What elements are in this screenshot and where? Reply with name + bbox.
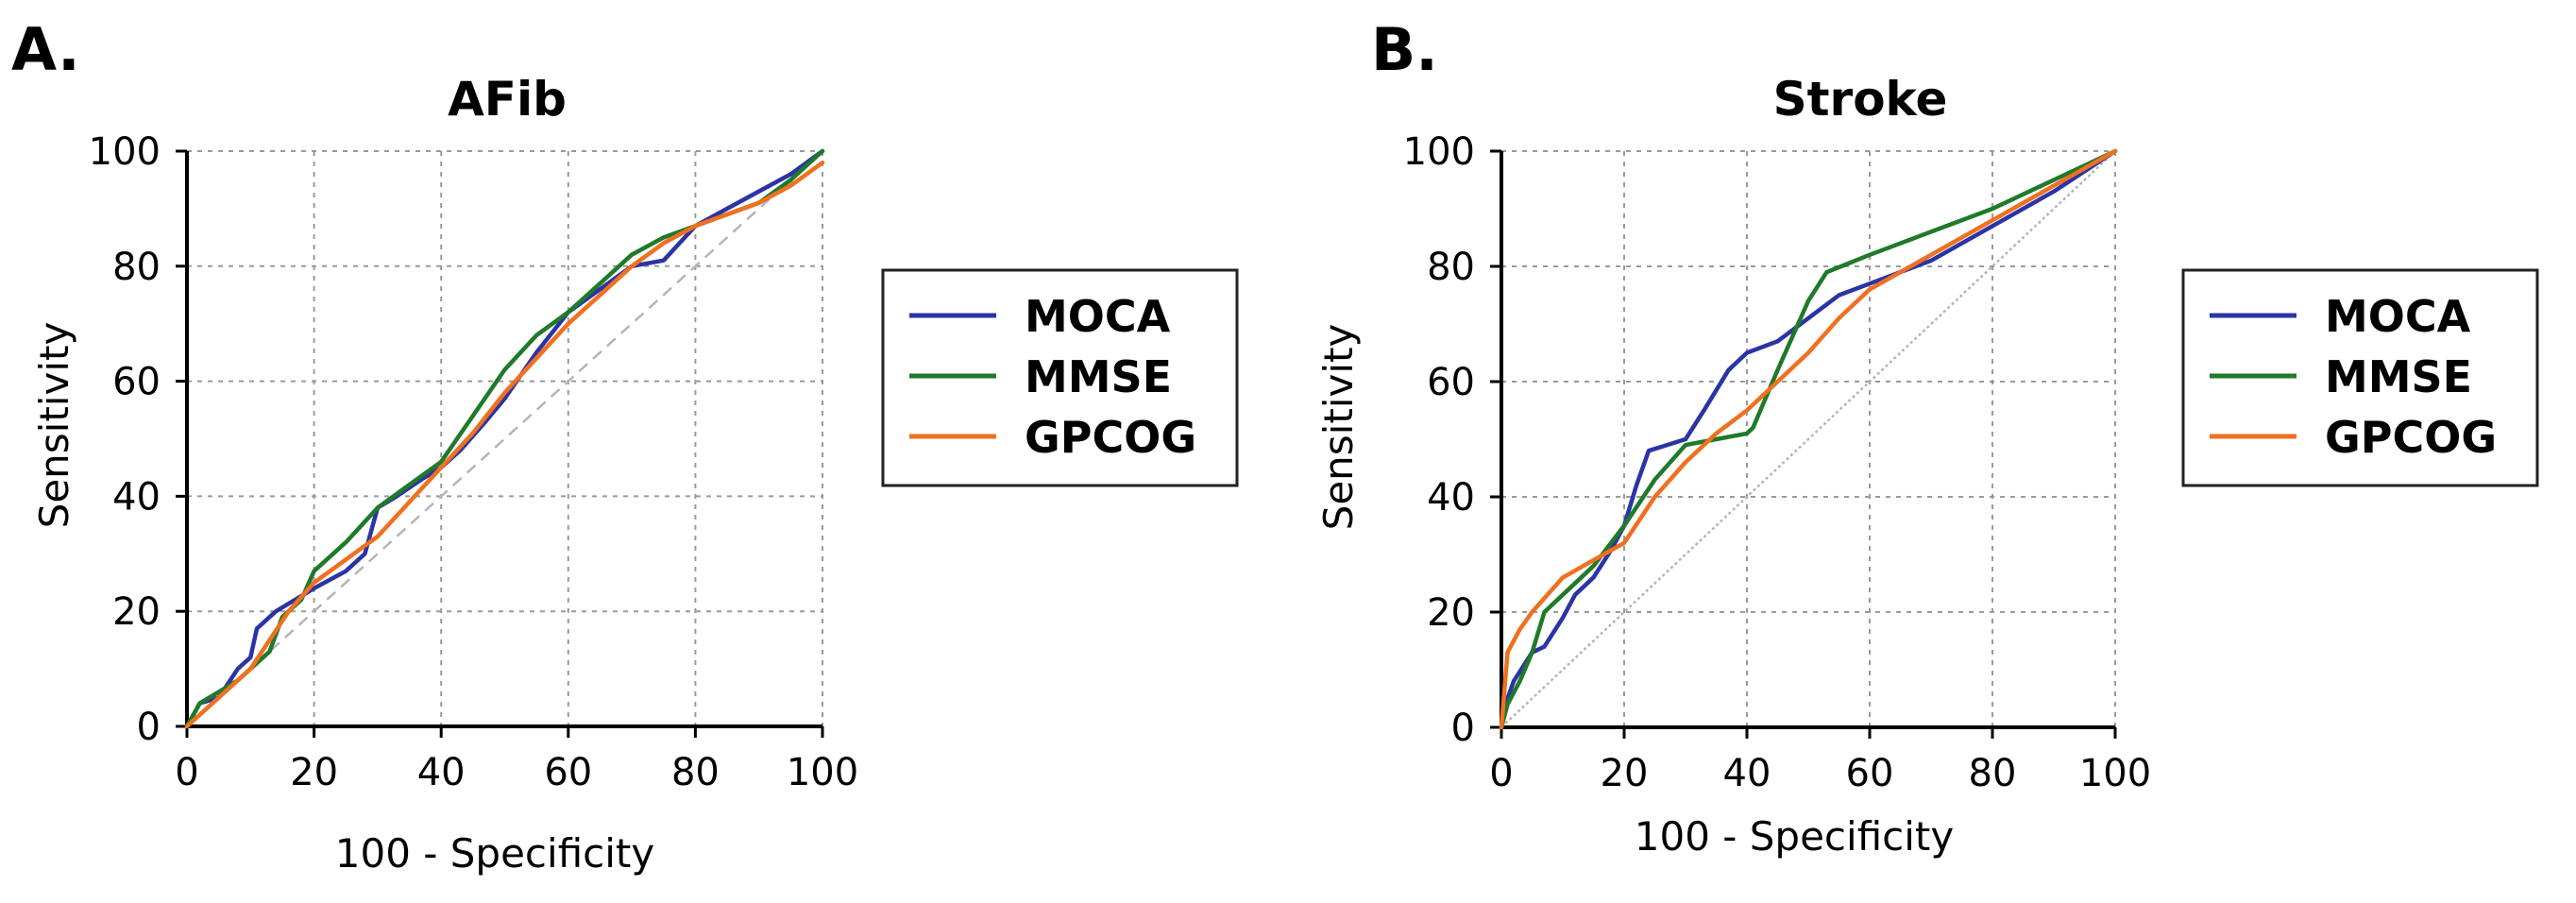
legend-label-gpcog: GPCOG bbox=[2325, 412, 2497, 463]
legend-label-moca: MOCA bbox=[1025, 291, 1171, 342]
y-tick-label: 80 bbox=[112, 246, 161, 289]
x-tick-label: 20 bbox=[290, 751, 338, 794]
diagonal-reference-line bbox=[1500, 150, 2116, 728]
x-tick-label: 0 bbox=[175, 751, 198, 794]
x-tick-label: 80 bbox=[671, 751, 720, 794]
series-line-moca bbox=[184, 148, 825, 729]
x-axis-label: 100 - Specificity bbox=[335, 830, 654, 877]
legend-afib: MOCA MMSE GPCOG bbox=[881, 268, 1239, 487]
x-tick-label: 100 bbox=[2079, 752, 2151, 795]
x-tick-label: 80 bbox=[1969, 752, 2017, 795]
x-tick-label: 40 bbox=[417, 751, 466, 794]
x-tick-label: 100 bbox=[787, 751, 858, 794]
legend-label-mmse: MMSE bbox=[2325, 351, 2472, 402]
y-tick-label: 20 bbox=[112, 590, 161, 634]
diagonal-reference-line bbox=[186, 150, 823, 727]
x-tick-label: 40 bbox=[1723, 752, 1771, 795]
y-tick-label: 40 bbox=[1427, 476, 1475, 520]
legend-label-moca: MOCA bbox=[2325, 291, 2471, 342]
x-axis-label: 100 - Specificity bbox=[1635, 813, 1954, 860]
series-line-mmse bbox=[1499, 148, 2118, 730]
panel-label-a: A. bbox=[11, 15, 80, 84]
chart-title: Stroke bbox=[1773, 72, 1948, 127]
chart-panel-stroke: Stroke 100 - Specificity Sensitivity 0 20… bbox=[1315, 72, 2151, 860]
x-tick-label: 0 bbox=[1489, 752, 1513, 795]
y-tick-label: 100 bbox=[1403, 130, 1475, 174]
x-tick-label: 60 bbox=[1846, 752, 1894, 795]
y-tick-label: 60 bbox=[1427, 361, 1475, 404]
chart-title: AFib bbox=[448, 72, 567, 127]
series-line-moca bbox=[1499, 148, 2118, 730]
y-tick-label: 60 bbox=[112, 361, 161, 404]
y-tick-label: 0 bbox=[1451, 707, 1475, 750]
legend-label-gpcog: GPCOG bbox=[1025, 412, 1196, 463]
y-tick-label: 80 bbox=[1427, 246, 1475, 289]
y-axis-label: Sensitivity bbox=[31, 322, 77, 529]
y-tick-label: 100 bbox=[89, 130, 161, 174]
y-tick-label: 0 bbox=[137, 706, 161, 749]
chart-panel-afib: AFib 100 - Specificity Sensitivity 0 20 40… bbox=[31, 72, 858, 877]
panel-label-b: B. bbox=[1371, 15, 1438, 84]
x-tick-label: 60 bbox=[544, 751, 592, 794]
x-tick-label: 20 bbox=[1601, 752, 1649, 795]
series-line-gpcog bbox=[1499, 148, 2118, 730]
legend-label-mmse: MMSE bbox=[1025, 351, 1172, 402]
y-axis-label: Sensitivity bbox=[1315, 324, 1362, 531]
legend-stroke: MOCA MMSE GPCOG bbox=[2181, 268, 2539, 487]
y-tick-label: 40 bbox=[112, 475, 161, 519]
y-tick-label: 20 bbox=[1427, 591, 1475, 635]
series-line-gpcog bbox=[184, 160, 825, 729]
